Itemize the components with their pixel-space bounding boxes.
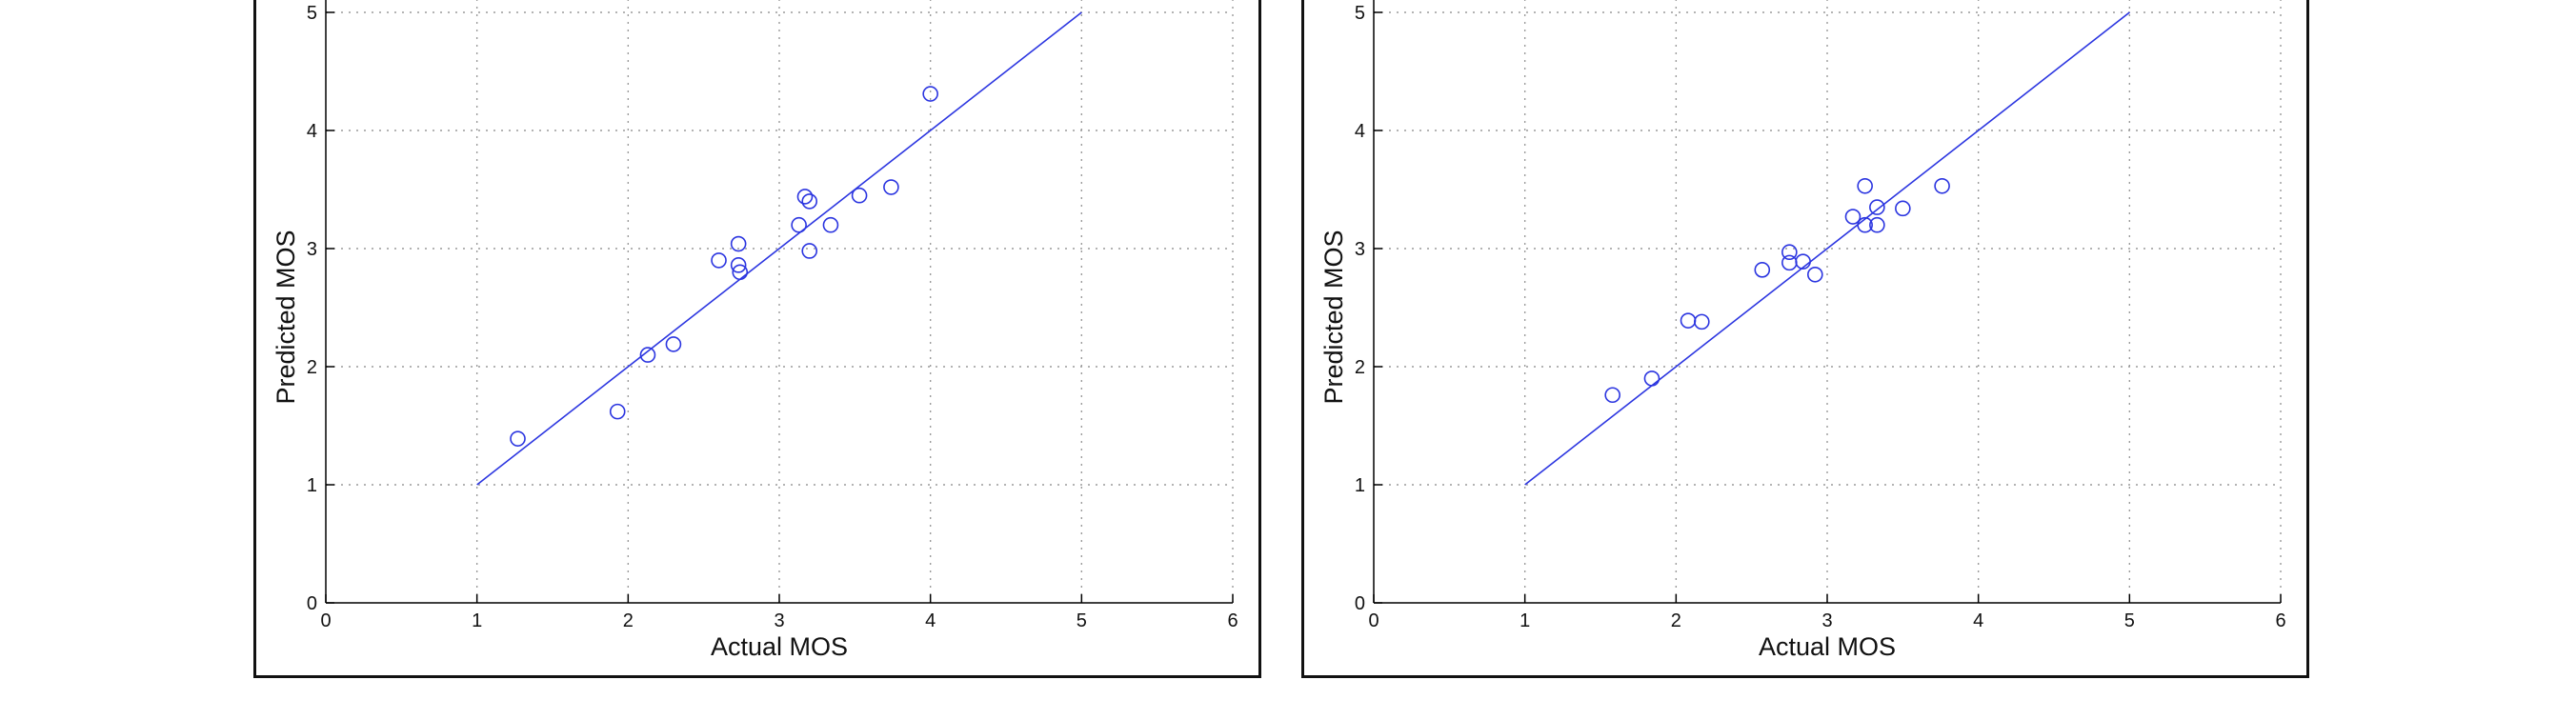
chart-panel-right: 0 1 2 3 4 5 6 0 1 2 3 4 5 Actual MOS Predicted MOS: [1301, 0, 2309, 678]
y-tick-label: 0: [307, 593, 317, 614]
data-point: [851, 187, 868, 204]
y-tick-label: 2: [307, 357, 317, 378]
y-tick-label: 1: [1355, 475, 1365, 496]
data-point: [1857, 216, 1873, 233]
y-tick-label: 4: [307, 121, 317, 142]
x-tick-label: 1: [472, 610, 482, 631]
y-tick-label: 3: [307, 239, 317, 260]
data-point: [1643, 370, 1660, 387]
chart-panel-left: 0 1 2 3 4 5 6 0 1 2 3 4 5 Actual MOS Predicted MOS: [253, 0, 1261, 678]
data-point: [1807, 266, 1823, 283]
data-point: [665, 336, 682, 352]
data-point: [801, 193, 818, 210]
x-tick-label: 2: [623, 610, 634, 631]
y-tick-label: 3: [1355, 239, 1365, 260]
data-point: [1754, 262, 1771, 278]
x-tick-label: 3: [1821, 610, 1832, 631]
data-point: [1895, 200, 1911, 217]
x-tick-label: 5: [1077, 610, 1087, 631]
x-tick-label: 6: [1227, 610, 1238, 631]
x-tick-label: 4: [1973, 610, 1983, 631]
y-axis-label: Predicted MOS: [1319, 230, 1348, 404]
data-point: [1795, 253, 1811, 270]
data-point: [730, 235, 747, 252]
reference-line: [476, 11, 1082, 486]
x-tick-label: 6: [2275, 610, 2285, 631]
data-point: [510, 430, 526, 447]
x-tick-label: 0: [1368, 610, 1379, 631]
data-point: [1604, 387, 1620, 404]
data-point: [796, 189, 814, 205]
reference-line: [1524, 11, 2130, 486]
scatter-chart-left: 0 1 2 3 4 5 6 0 1 2 3 4 5 Actual MOS Predicted MOS: [272, 0, 1238, 661]
data-point: [791, 216, 807, 233]
data-point: [730, 257, 747, 273]
data-point: [1869, 199, 1885, 215]
y-tick-label: 0: [1355, 593, 1365, 614]
data-point: [609, 403, 626, 420]
data-point: [822, 216, 839, 233]
x-axis-label: Actual MOS: [711, 632, 848, 661]
x-tick-label: 1: [1519, 610, 1530, 631]
x-tick-label: 3: [774, 610, 784, 631]
y-axis-label: Predicted MOS: [272, 230, 300, 404]
y-tick-label: 2: [1355, 357, 1365, 378]
data-point: [883, 179, 899, 195]
scatter-chart-right: 0 1 2 3 4 5 6 0 1 2 3 4 5 Actual MOS Predicted MOS: [1319, 0, 2286, 661]
data-point: [1694, 313, 1710, 330]
data-point: [801, 243, 818, 259]
y-tick-label: 4: [1355, 121, 1365, 142]
data-point: [1857, 177, 1873, 194]
x-tick-label: 2: [1671, 610, 1681, 631]
x-axis-label: Actual MOS: [1759, 632, 1896, 661]
data-point: [732, 264, 749, 281]
data-point: [1844, 209, 1862, 225]
x-tick-label: 0: [320, 610, 331, 631]
data-point: [1781, 254, 1798, 271]
y-tick-label: 5: [307, 3, 317, 24]
data-point: [1934, 177, 1950, 194]
x-tick-label: 4: [925, 610, 936, 631]
data-point: [1869, 216, 1885, 233]
data-point: [922, 86, 938, 102]
y-tick-label: 1: [307, 475, 317, 496]
data-point: [711, 252, 727, 269]
data-point: [1680, 312, 1697, 329]
y-tick-label: 5: [1355, 3, 1365, 24]
x-tick-label: 5: [2124, 610, 2135, 631]
data-point: [639, 347, 656, 363]
data-point: [1781, 244, 1798, 261]
